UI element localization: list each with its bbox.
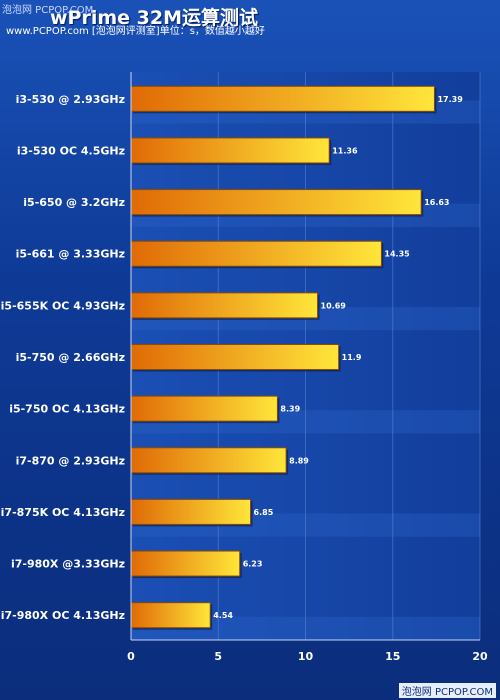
top-watermark: 泡泡网 PCPOP.COM (2, 5, 94, 16)
value-label: 6.85 (254, 508, 274, 517)
value-label: 6.23 (243, 560, 263, 569)
category-label: i5-655K OC 4.93GHz (1, 299, 125, 312)
value-label: 17.39 (437, 95, 463, 104)
value-label: 4.54 (213, 611, 233, 620)
x-tick-label: 15 (385, 650, 400, 663)
category-label: i5-750 OC 4.13GHz (9, 403, 125, 416)
chart-title: wPrime 32M运算测试 (50, 7, 259, 29)
x-tick-label: 10 (298, 650, 314, 663)
x-tick-label: 20 (472, 650, 488, 663)
category-label: i5-650 @ 3.2GHz (23, 196, 125, 209)
value-label: 11.9 (342, 353, 362, 362)
category-label: i7-870 @ 2.93GHz (16, 454, 125, 467)
category-label: i7-875K OC 4.13GHz (1, 506, 125, 519)
chart-subtitle: www.PCPOP.com [泡泡网评测室]单位：s，数值越小越好 (6, 26, 265, 37)
value-label: 10.69 (321, 301, 347, 310)
value-label: 16.63 (424, 198, 449, 207)
value-label: 8.89 (289, 456, 309, 465)
bar (130, 550, 241, 577)
bar (130, 498, 252, 525)
category-label: i5-750 @ 2.66GHz (16, 351, 125, 364)
bar (130, 240, 382, 267)
bar (130, 447, 287, 474)
x-tick-label: 5 (214, 650, 222, 663)
bar (130, 395, 278, 422)
category-label: i3-530 @ 2.93GHz (16, 93, 125, 106)
bar (130, 292, 319, 319)
bar (130, 137, 330, 164)
category-label: i7-980X @3.33GHz (11, 558, 125, 571)
bar (130, 189, 422, 216)
x-tick-label: 0 (127, 650, 135, 663)
category-label: i3-530 OC 4.5GHz (17, 144, 125, 157)
bar (130, 602, 211, 629)
value-label: 11.36 (332, 146, 358, 155)
category-label: i5-661 @ 3.33GHz (16, 248, 125, 261)
bottom-credit: 泡泡网 PCPOP.COM (398, 683, 496, 698)
value-label: 14.35 (384, 250, 410, 259)
category-label: i7-980X OC 4.13GHz (1, 609, 125, 622)
value-label: 8.39 (280, 405, 300, 414)
bar (130, 344, 340, 370)
bar (130, 85, 435, 112)
